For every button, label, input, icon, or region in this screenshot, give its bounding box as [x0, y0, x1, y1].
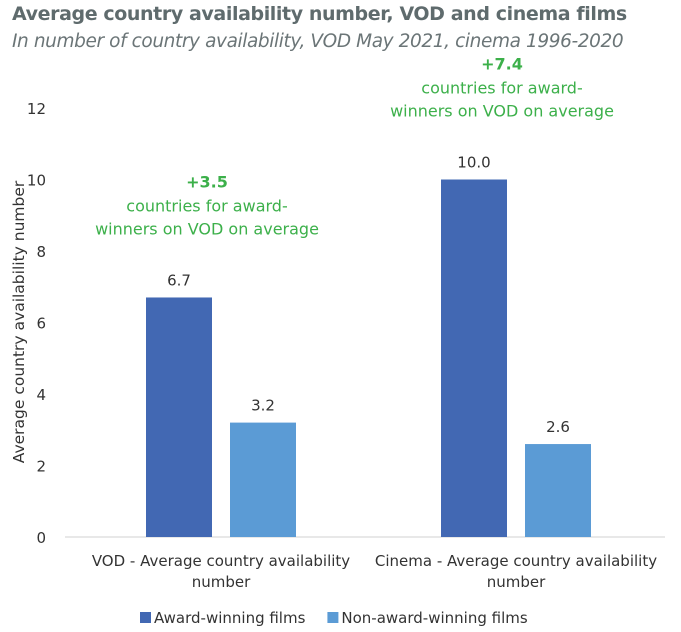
- annotation-text: winners on VOD on average: [390, 102, 614, 121]
- legend-swatch: [140, 612, 151, 623]
- annotation-text: winners on VOD on average: [95, 219, 319, 238]
- annotation-headline: +3.5: [186, 172, 228, 191]
- y-tick-label: 8: [36, 243, 46, 261]
- bar-award: [441, 179, 507, 537]
- y-tick-label: 6: [36, 315, 46, 333]
- legend-label: Non-award-winning films: [341, 609, 527, 627]
- bar-award: [146, 297, 212, 537]
- bar-non-award: [525, 444, 591, 537]
- y-axis-label: Average country availability number: [10, 180, 28, 463]
- annotation-text: countries for award-: [126, 196, 287, 215]
- data-label: 2.6: [546, 418, 570, 436]
- chart-subtitle: In number of country availability, VOD M…: [12, 31, 624, 52]
- data-label: 6.7: [167, 271, 191, 289]
- legend-swatch: [327, 612, 339, 623]
- y-tick-label: 4: [36, 386, 46, 404]
- y-tick-label: 0: [36, 529, 46, 547]
- bar-non-award: [230, 422, 296, 537]
- data-label: 10.0: [457, 154, 490, 172]
- x-tick-label: VOD - Average country availability: [92, 552, 350, 570]
- x-tick-label: number: [487, 573, 546, 591]
- annotation-text: countries for award-: [421, 79, 582, 98]
- y-tick-label: 2: [36, 458, 46, 476]
- y-tick-label: 12: [27, 100, 46, 118]
- legend-label: Award-winning films: [154, 609, 306, 627]
- chart-title: Average country availability number, VOD…: [12, 3, 627, 25]
- y-tick-label: 10: [27, 172, 46, 190]
- x-tick-label: number: [192, 573, 251, 591]
- annotation-headline: +7.4: [481, 55, 523, 74]
- x-tick-label: Cinema - Average country availability: [375, 552, 657, 570]
- data-label: 3.2: [251, 397, 275, 415]
